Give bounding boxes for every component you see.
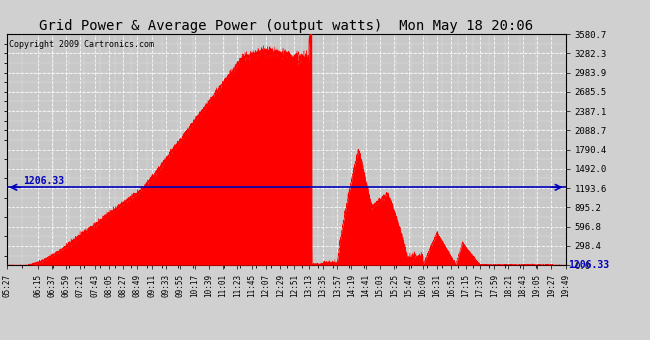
- Text: 1206.33: 1206.33: [568, 260, 610, 270]
- Text: Copyright 2009 Cartronics.com: Copyright 2009 Cartronics.com: [9, 40, 154, 49]
- Title: Grid Power & Average Power (output watts)  Mon May 18 20:06: Grid Power & Average Power (output watts…: [39, 19, 533, 33]
- Text: 1206.33: 1206.33: [23, 176, 64, 186]
